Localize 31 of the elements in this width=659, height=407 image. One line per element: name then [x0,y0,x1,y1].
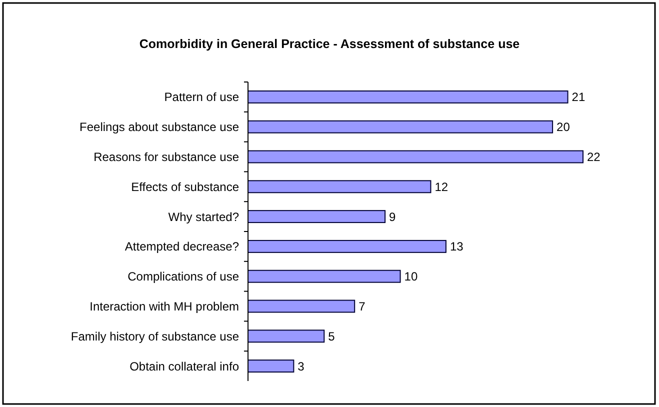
y-tick-label: Complications of use [128,270,240,284]
data-label: 10 [404,270,418,284]
data-label: 13 [450,240,464,254]
bar [248,180,432,194]
bar [248,360,294,373]
bar [248,240,446,253]
y-tick-label: Effects of substance [131,180,240,194]
y-tick-label: Pattern of use [164,90,240,104]
y-tick-label: Reasons for substance use [94,150,240,164]
data-label: 21 [572,90,586,104]
data-label: 5 [328,329,336,344]
chart-title: Comorbidity in General Practice - Assessment of substance use [139,37,520,51]
data-label: 22 [587,150,601,164]
bar [248,300,356,313]
y-tick-label: Family history of substance use [70,329,240,344]
y-tick-label: Why started? [168,210,240,224]
bar [248,210,386,224]
bar [248,150,584,164]
y-tick-label: Feelings about substance use [80,120,240,134]
bar [248,90,568,104]
bar [248,120,554,134]
data-label: 12 [434,180,448,194]
y-tick-label: Obtain collateral info [130,359,240,374]
bar [248,270,401,283]
data-label: 9 [389,210,396,224]
bar [248,330,325,343]
data-label: 7 [358,299,366,314]
data-label: 3 [298,359,305,374]
data-label: 20 [556,120,570,134]
y-tick-label: Interaction with MH problem [90,299,240,314]
y-tick-label: Attempted decrease? [124,240,240,254]
